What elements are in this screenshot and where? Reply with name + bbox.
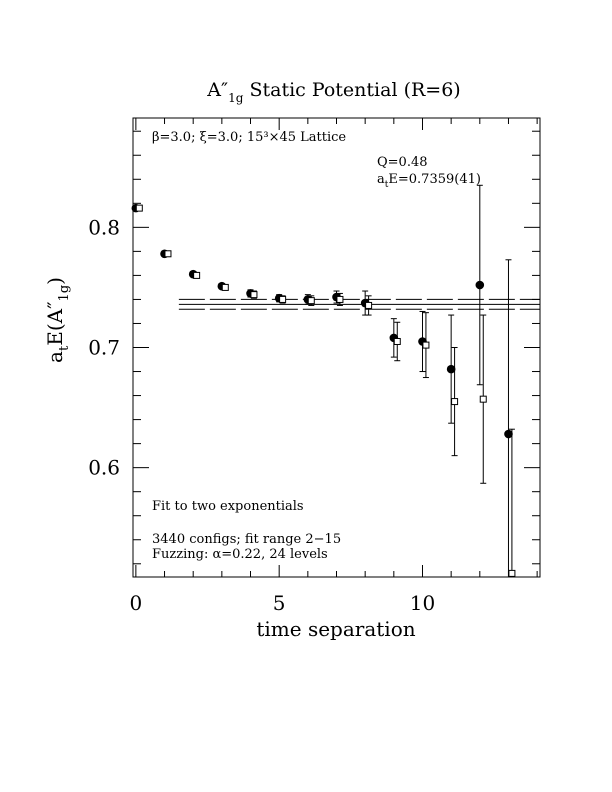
energy-value-a: a <box>377 172 385 187</box>
q-value: Q=0.48 <box>377 155 428 170</box>
series-1 <box>135 204 516 578</box>
lattice-info: β=3.0; ξ=3.0; 15³×45 Lattice <box>152 130 346 145</box>
data-point <box>475 280 485 290</box>
axis-ticks <box>133 118 540 577</box>
x-tick-labels: 0 5 10 <box>129 591 435 615</box>
data-point <box>365 301 373 309</box>
data-point <box>221 283 229 291</box>
data-point <box>307 297 315 305</box>
data-point <box>479 395 487 403</box>
y-axis-label-a: a <box>43 351 67 363</box>
data-point <box>250 291 258 299</box>
fit-description: Fit to two exponentials <box>152 499 304 514</box>
data-point <box>422 341 430 349</box>
y-axis-label-close: ) <box>43 277 67 285</box>
y-axis-label-t: t <box>57 345 72 351</box>
data-point <box>279 295 287 303</box>
data-point <box>508 569 516 577</box>
configs-info: 3440 configs; fit range 2−15 <box>152 532 341 547</box>
chart-title: A″1g Static Potential (R=6) <box>206 79 460 105</box>
data-point <box>135 204 143 212</box>
y-axis-label: atE(A″1g) <box>43 277 72 363</box>
x-tick-label: 5 <box>273 591 286 615</box>
y-axis-label-subscript: 1g <box>57 285 72 302</box>
y-tick-label: 0.8 <box>88 215 120 239</box>
data-series <box>131 184 516 578</box>
data-point <box>193 271 201 279</box>
data-point <box>336 295 344 303</box>
energy-value-t: t <box>385 180 389 190</box>
y-tick-labels: 0.6 0.7 0.8 <box>88 215 120 479</box>
x-tick-label: 10 <box>410 591 435 615</box>
energy-value-rest: E=0.7359(41) <box>388 172 481 187</box>
chart-title-main: A″ <box>206 79 228 101</box>
x-tick-label: 0 <box>129 591 142 615</box>
data-point <box>164 250 172 258</box>
data-point <box>446 364 456 374</box>
fuzzing-info: Fuzzing: α=0.22, 24 levels <box>152 547 328 562</box>
fit-band <box>178 298 540 310</box>
energy-value: atE=0.7359(41) <box>377 172 481 190</box>
y-tick-label: 0.7 <box>88 336 120 360</box>
series-0 <box>131 184 513 578</box>
data-point <box>504 429 513 439</box>
chart-title-rest: Static Potential (R=6) <box>243 79 460 101</box>
y-axis-label-e: E(A″ <box>43 301 67 345</box>
chart-title-subscript: 1g <box>228 91 244 105</box>
data-point <box>451 398 459 406</box>
x-axis-label: time separation <box>256 617 415 641</box>
y-tick-label: 0.6 <box>88 456 120 480</box>
data-point <box>393 337 401 345</box>
